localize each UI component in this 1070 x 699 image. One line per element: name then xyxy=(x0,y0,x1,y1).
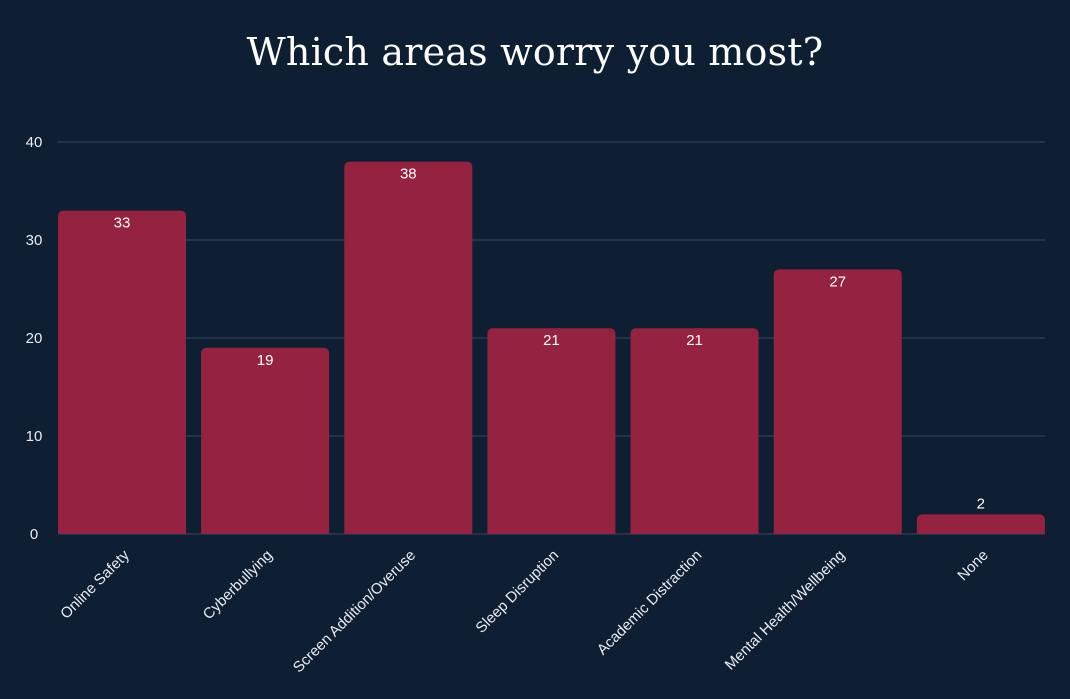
bar-academic-distraction xyxy=(630,328,759,534)
bar-sleep-disruption xyxy=(487,328,616,534)
x-category-label: Online Safety xyxy=(57,546,133,622)
x-category-label: Sleep Disruption xyxy=(472,547,562,637)
bar-online-safety xyxy=(58,210,186,534)
x-category-label: Academic Distraction xyxy=(594,547,706,659)
x-axis-categories: Online Safety Cyberbullying Screen Additio… xyxy=(57,546,992,676)
bar-screen-addition-overuse xyxy=(344,161,473,534)
x-category-label: Screen Addition/Overuse xyxy=(290,547,419,676)
y-tick-label: 20 xyxy=(26,330,43,347)
data-labels: 33 19 38 21 21 27 2 xyxy=(114,166,985,513)
bars xyxy=(58,161,1045,534)
data-label: 33 xyxy=(114,215,131,232)
bar-mental-health-wellbeing xyxy=(773,269,902,534)
x-category-label: Cyberbullying xyxy=(200,547,276,623)
y-tick-label: 0 xyxy=(30,526,38,543)
y-tick-label: 30 xyxy=(26,232,43,249)
data-label: 19 xyxy=(257,352,274,369)
bar-none xyxy=(916,514,1045,534)
x-category-label: Mental Health/Wellbeing xyxy=(722,547,849,674)
y-axis-ticks: 0 10 20 30 40 xyxy=(26,134,43,543)
x-category-label: None xyxy=(954,547,991,584)
bar-cyberbullying xyxy=(201,347,330,534)
data-label: 21 xyxy=(543,332,560,349)
chart-title: Which areas worry you most? xyxy=(246,30,824,74)
y-tick-label: 10 xyxy=(26,428,43,445)
data-label: 2 xyxy=(977,495,985,512)
data-label: 38 xyxy=(400,166,417,183)
y-tick-label: 40 xyxy=(26,134,43,151)
data-label: 21 xyxy=(686,332,703,349)
data-label: 27 xyxy=(829,273,846,290)
